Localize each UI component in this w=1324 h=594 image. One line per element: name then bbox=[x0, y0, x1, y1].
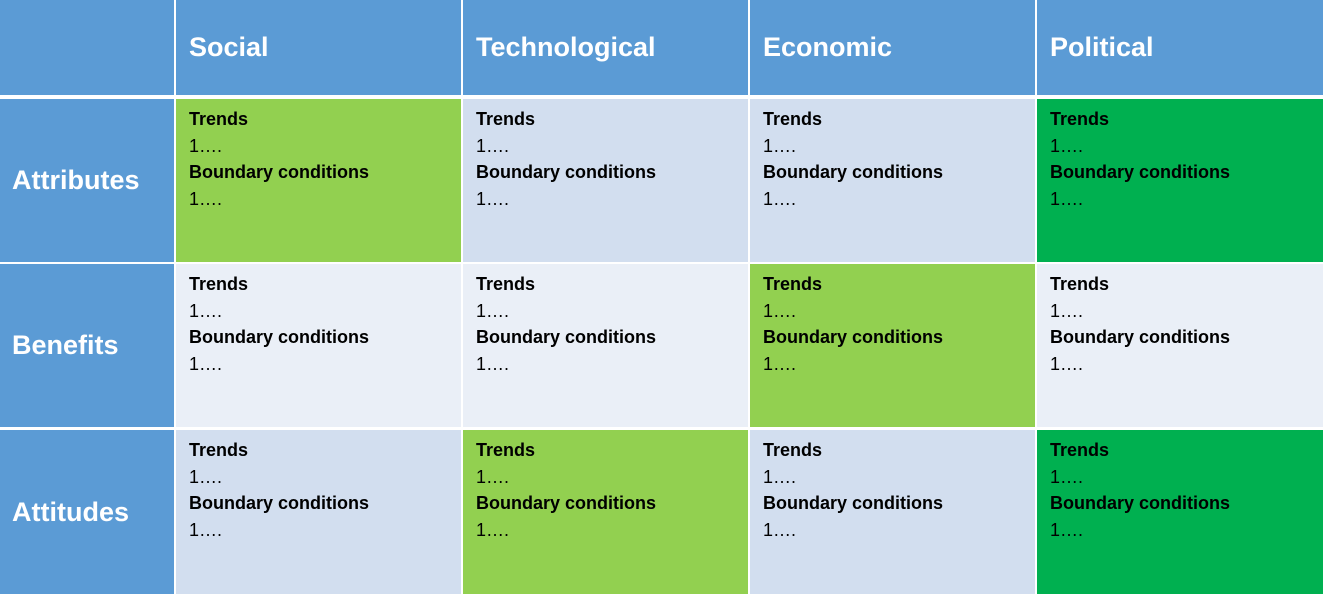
row-header: Attributes bbox=[0, 99, 174, 262]
boundary-label: Boundary conditions bbox=[763, 327, 943, 347]
table-cell: Trends 1…. Boundary conditions 1…. bbox=[176, 430, 461, 594]
trends-label: Trends bbox=[1050, 109, 1110, 129]
trends-item: 1…. bbox=[189, 135, 223, 156]
trends-label: Trends bbox=[763, 274, 823, 294]
boundary-label: Boundary conditions bbox=[189, 162, 369, 182]
boundary-item: 1…. bbox=[763, 519, 797, 540]
trends-item: 1…. bbox=[476, 300, 510, 321]
boundary-item: 1…. bbox=[1050, 519, 1084, 540]
boundary-item: 1…. bbox=[763, 353, 797, 374]
table-cell: Trends 1…. Boundary conditions 1…. bbox=[750, 264, 1035, 427]
boundary-item: 1…. bbox=[763, 188, 797, 209]
trends-label: Trends bbox=[476, 109, 536, 129]
boundary-item: 1…. bbox=[1050, 188, 1084, 209]
trends-label: Trends bbox=[1050, 274, 1110, 294]
trends-item: 1…. bbox=[763, 135, 797, 156]
trends-item: 1…. bbox=[189, 300, 223, 321]
boundary-item: 1…. bbox=[476, 188, 510, 209]
table-cell: Trends 1…. Boundary conditions 1…. bbox=[176, 264, 461, 427]
table-cell: Trends 1…. Boundary conditions 1…. bbox=[463, 99, 748, 262]
boundary-item: 1…. bbox=[476, 519, 510, 540]
boundary-label: Boundary conditions bbox=[1050, 493, 1230, 513]
trends-label: Trends bbox=[189, 109, 249, 129]
boundary-label: Boundary conditions bbox=[476, 162, 656, 182]
boundary-item: 1…. bbox=[189, 188, 223, 209]
column-header: Economic bbox=[750, 0, 1035, 95]
trends-label: Trends bbox=[763, 109, 823, 129]
boundary-item: 1…. bbox=[189, 353, 223, 374]
trends-item: 1…. bbox=[476, 135, 510, 156]
table-cell: Trends 1…. Boundary conditions 1…. bbox=[1037, 99, 1323, 262]
boundary-item: 1…. bbox=[476, 353, 510, 374]
table-cell: Trends 1…. Boundary conditions 1…. bbox=[1037, 430, 1323, 594]
trends-label: Trends bbox=[763, 440, 823, 460]
trends-item: 1…. bbox=[763, 300, 797, 321]
boundary-item: 1…. bbox=[1050, 353, 1084, 374]
table-cell: Trends 1…. Boundary conditions 1…. bbox=[1037, 264, 1323, 427]
boundary-label: Boundary conditions bbox=[476, 493, 656, 513]
boundary-label: Boundary conditions bbox=[189, 327, 369, 347]
trends-item: 1…. bbox=[189, 466, 223, 487]
trends-label: Trends bbox=[189, 440, 249, 460]
trends-item: 1…. bbox=[763, 466, 797, 487]
boundary-label: Boundary conditions bbox=[476, 327, 656, 347]
column-header: Social bbox=[176, 0, 461, 95]
boundary-label: Boundary conditions bbox=[189, 493, 369, 513]
trends-item: 1…. bbox=[1050, 466, 1084, 487]
table-cell: Trends 1…. Boundary conditions 1…. bbox=[750, 99, 1035, 262]
trends-label: Trends bbox=[1050, 440, 1110, 460]
corner-cell bbox=[0, 0, 174, 95]
table-cell: Trends 1…. Boundary conditions 1…. bbox=[463, 430, 748, 594]
trends-item: 1…. bbox=[1050, 135, 1084, 156]
trends-label: Trends bbox=[476, 274, 536, 294]
trends-item: 1…. bbox=[476, 466, 510, 487]
boundary-item: 1…. bbox=[189, 519, 223, 540]
boundary-label: Boundary conditions bbox=[1050, 327, 1230, 347]
boundary-label: Boundary conditions bbox=[1050, 162, 1230, 182]
column-header: Political bbox=[1037, 0, 1323, 95]
boundary-label: Boundary conditions bbox=[763, 493, 943, 513]
trends-item: 1…. bbox=[1050, 300, 1084, 321]
table-cell: Trends 1…. Boundary conditions 1…. bbox=[750, 430, 1035, 594]
trends-label: Trends bbox=[189, 274, 249, 294]
row-header: Attitudes bbox=[0, 430, 174, 594]
table-cell: Trends 1…. Boundary conditions 1…. bbox=[176, 99, 461, 262]
trends-label: Trends bbox=[476, 440, 536, 460]
boundary-label: Boundary conditions bbox=[763, 162, 943, 182]
column-header: Technological bbox=[463, 0, 748, 95]
table-cell: Trends 1…. Boundary conditions 1…. bbox=[463, 264, 748, 427]
row-header: Benefits bbox=[0, 264, 174, 427]
